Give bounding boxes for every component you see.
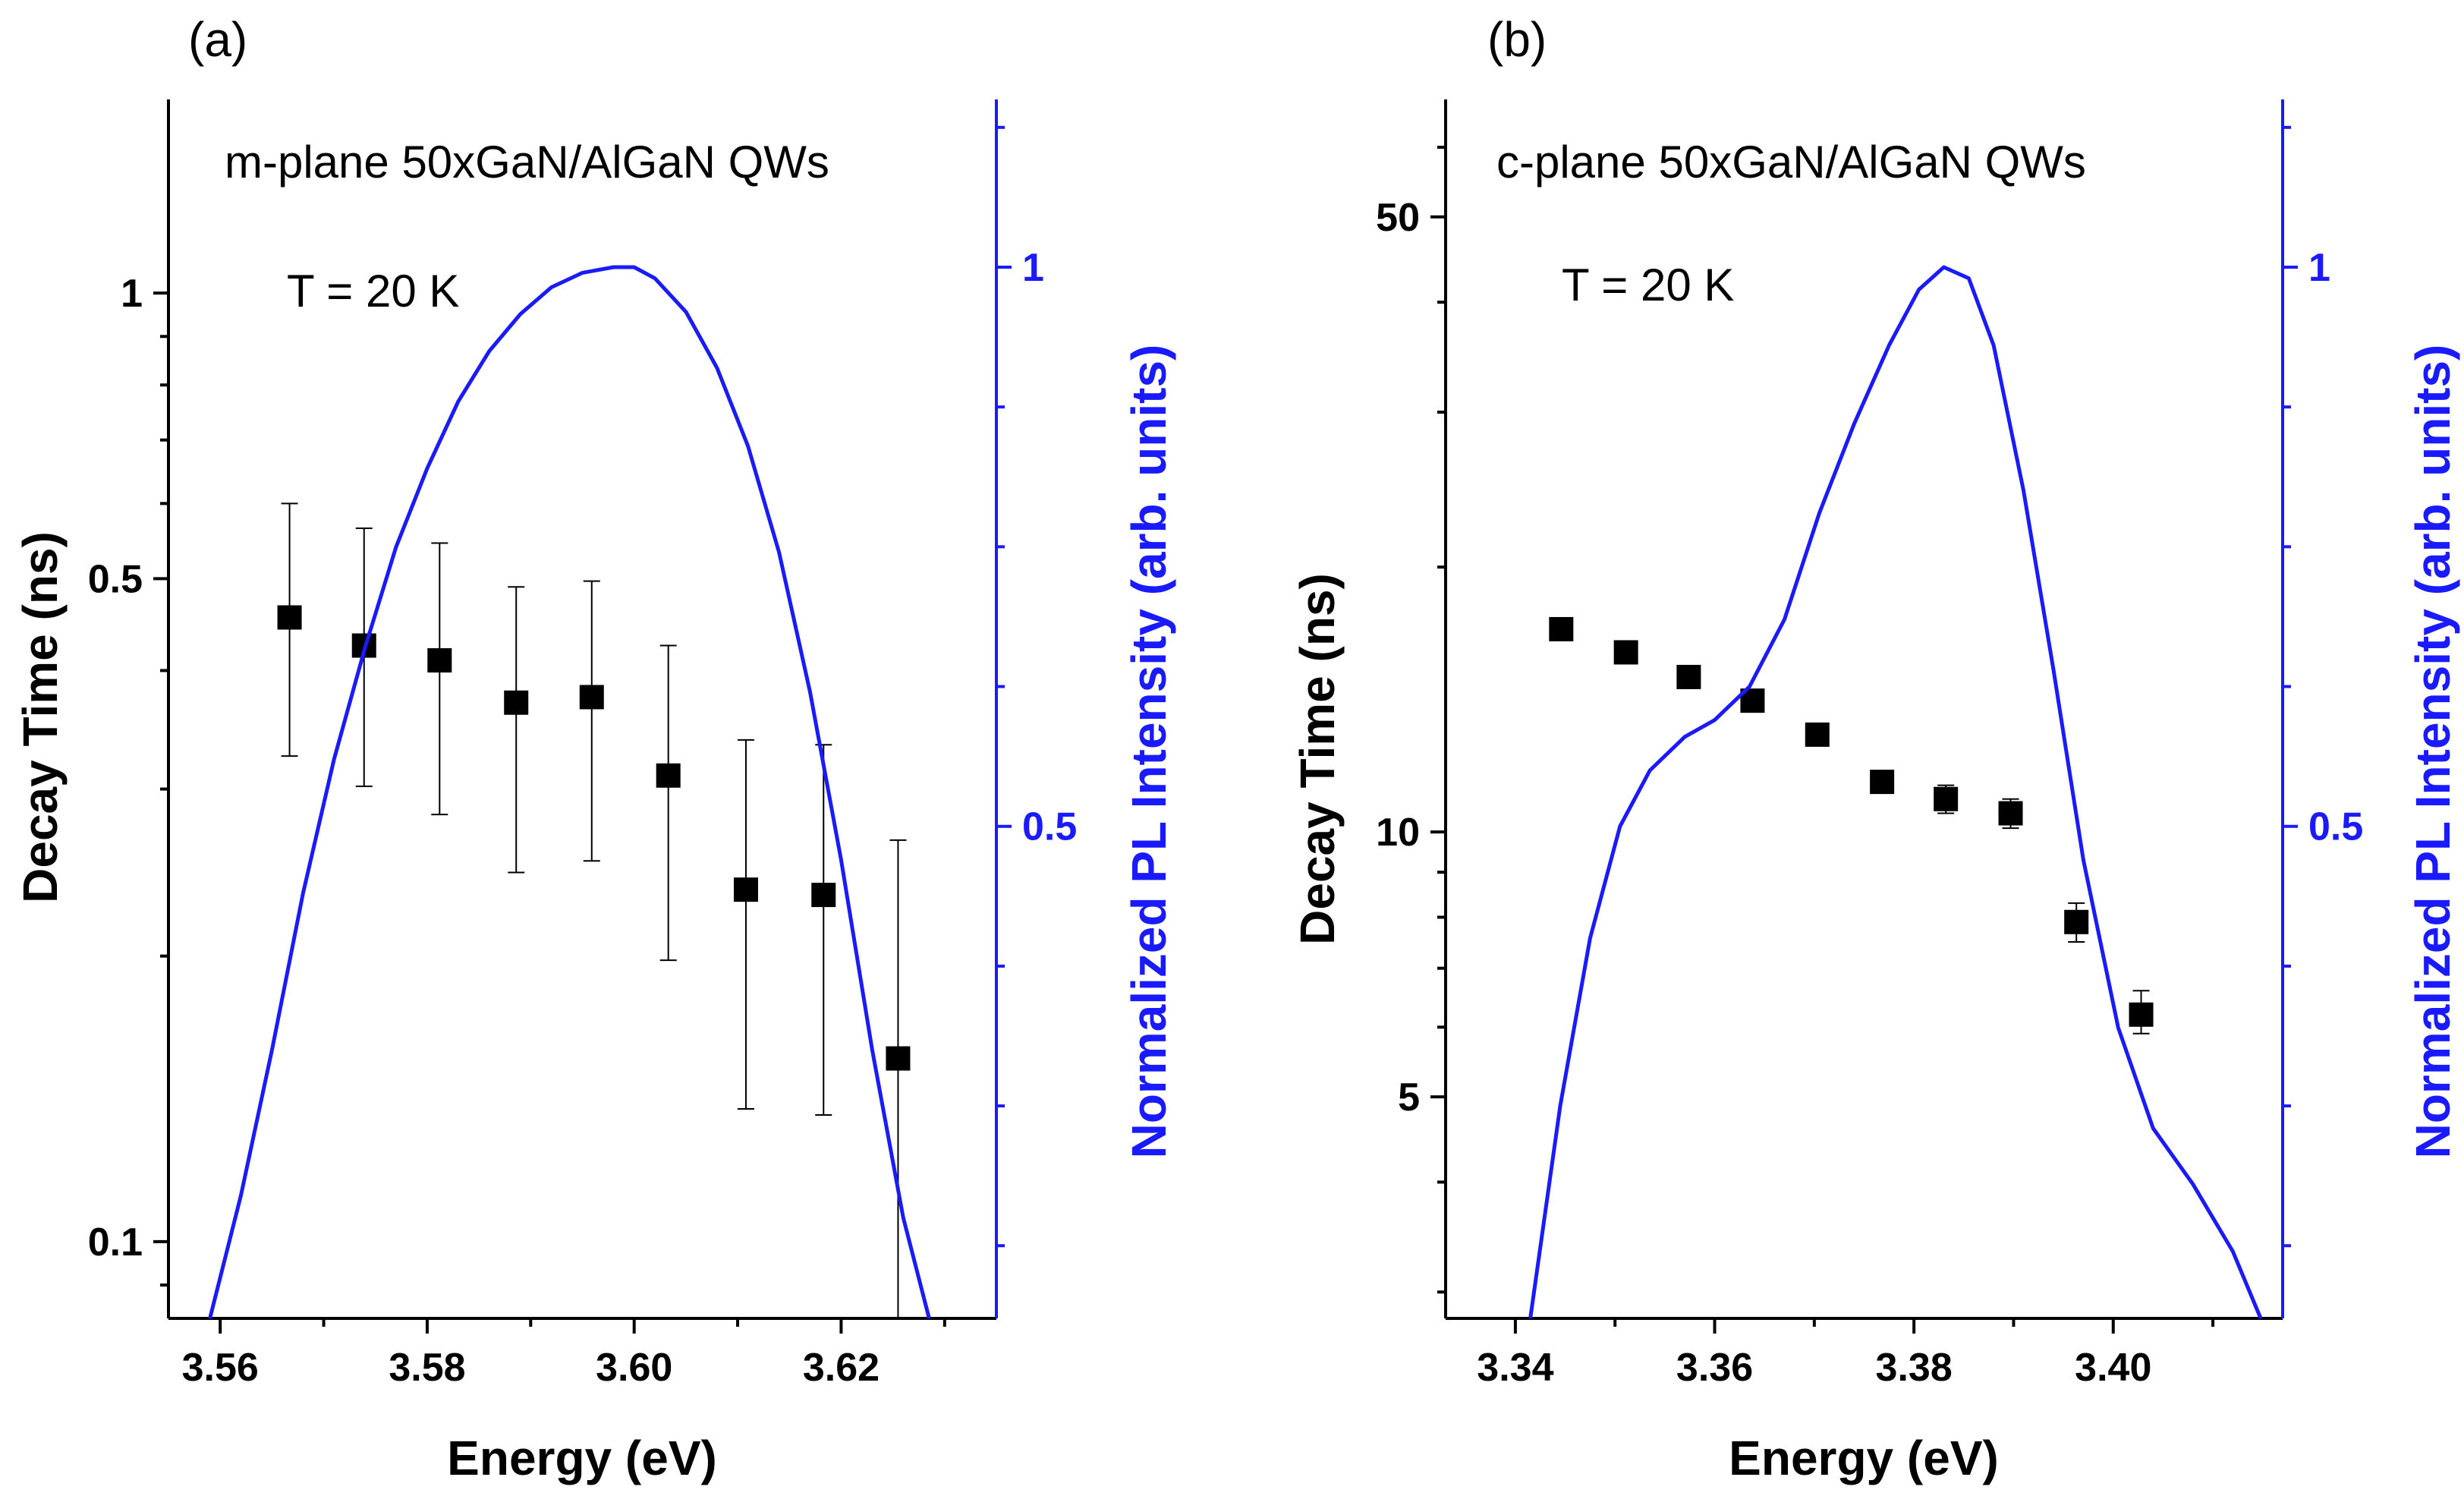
panel-a-x-tick-label: 3.58	[389, 1346, 465, 1390]
panel-b-decay-point	[1934, 786, 1959, 811]
panel-b-x-tick-label: 3.38	[1876, 1346, 1953, 1390]
panel-a-annotation: T = 20 K	[287, 266, 459, 317]
panel-a-x-tick-label: 3.60	[596, 1346, 672, 1390]
panel-a-x-ticks: 3.56 3.58 3.60 3.62	[182, 1318, 946, 1390]
panel-b-y2-tick-label: 0.5	[2308, 805, 2363, 849]
panel-b-pl-intensity-line	[1528, 265, 2263, 1319]
panel-a-decay-point	[504, 690, 529, 715]
panel-a-y-tick-label: 0.5	[88, 557, 143, 601]
panel-a-decay-point	[579, 685, 604, 710]
panel-b-label: (b)	[1487, 12, 1547, 67]
panel-a-y-tick-label: 0.1	[88, 1220, 143, 1265]
panel-b-decay-point	[1549, 616, 1574, 641]
panel-a-decay-point	[277, 605, 302, 630]
panel-b-decay-point	[1676, 664, 1701, 689]
panel-a-y-ticks: 0.1 0.5 1	[88, 272, 168, 1287]
panel-b-x-tick-label: 3.40	[2075, 1346, 2151, 1390]
panel-b-x-ticks: 3.34 3.36 3.38 3.40	[1477, 1318, 2215, 1390]
panel-a-plot-area: 3.56 3.58 3.60 3.62 0.10.51 0.51	[88, 99, 1077, 1390]
panel-b-y2-tick-label: 1	[2308, 246, 2330, 290]
panel-a: (a) 3.56 3.58 3.60 3.62 0.10.51 0.51 m-plan…	[13, 12, 1176, 1485]
panel-a-y-tick-label: 1	[121, 272, 143, 316]
panel-a-decay-point	[733, 877, 758, 902]
panel-a-ylabel: Decay Time (ns)	[13, 531, 68, 903]
panel-a-y2-tick-label: 0.5	[1022, 805, 1077, 849]
panel-b-y2-ticks: 0.51	[2283, 125, 2363, 1248]
panel-a-x-tick-label: 3.56	[182, 1346, 259, 1390]
panel-a-decay-point	[427, 648, 452, 673]
panel-a-xlabel: Energy (eV)	[447, 1431, 717, 1485]
panel-b-decay-point	[1998, 801, 2023, 826]
panel-b-xlabel: Energy (eV)	[1729, 1431, 1999, 1485]
panel-b-decay-point	[1805, 722, 1830, 747]
panel-a-decay-point	[811, 883, 836, 908]
panel-b-x-tick-label: 3.36	[1676, 1346, 1753, 1390]
panel-a-y2-tick-label: 1	[1022, 246, 1044, 290]
panel-b-decay-point	[2064, 909, 2089, 934]
panel-a-title: m-plane 50xGaN/AlGaN QWs	[225, 137, 829, 187]
panel-b-y-ticks: 5 10 50	[1376, 146, 1446, 1294]
panel-b-title: c-plane 50xGaN/AlGaN QWs	[1496, 137, 2086, 187]
panel-b-y2label: Normalized PL Intensity (arb. units)	[2406, 345, 2460, 1159]
panel-a-pl-intensity-line	[208, 265, 931, 1319]
panel-b-series	[1528, 265, 2263, 1319]
panel-b-y-tick-label: 50	[1376, 196, 1420, 240]
panel-b-annotation: T = 20 K	[1562, 260, 1734, 310]
panel-b-decay-point	[2129, 1002, 2154, 1027]
panel-b-y-tick-label: 10	[1376, 811, 1420, 855]
panel-a-decay-point	[886, 1046, 911, 1071]
panel-a-x-tick-label: 3.62	[803, 1346, 880, 1390]
panel-a-y2label: Normalized PL Intensity (arb. units)	[1122, 345, 1176, 1159]
panel-a-y2-ticks: 0.51	[996, 125, 1077, 1248]
panel-a-series	[208, 265, 931, 1319]
panel-b-ylabel: Decay Time (ns)	[1290, 573, 1345, 945]
panel-b-x-tick-label: 3.34	[1477, 1346, 1553, 1390]
panel-b-decay-point	[1870, 770, 1895, 795]
panel-a-decay-point	[656, 763, 681, 788]
panel-b-y-tick-label: 5	[1398, 1076, 1420, 1120]
panel-a-label: (a)	[188, 12, 247, 67]
panel-b-decay-point	[1613, 640, 1638, 665]
